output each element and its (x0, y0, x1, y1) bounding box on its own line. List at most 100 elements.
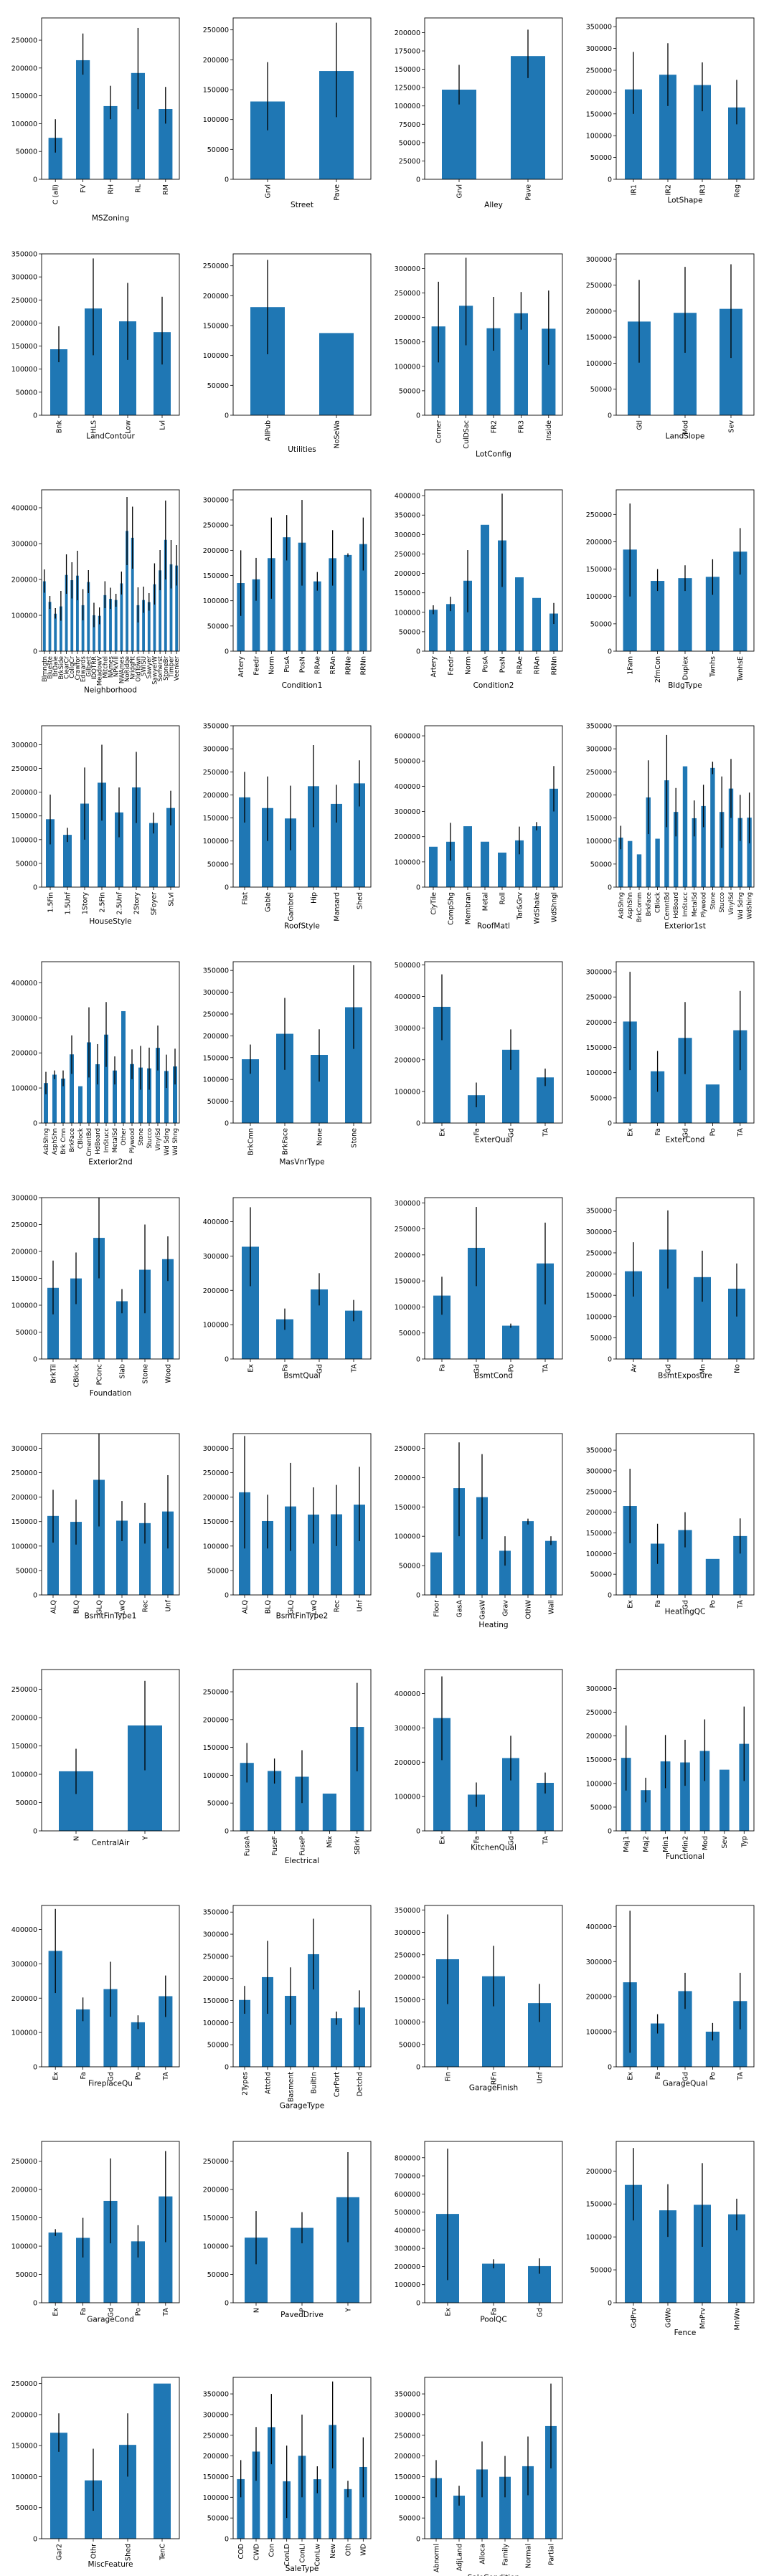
y-tick-label: 150000 (586, 1756, 612, 1764)
bar-CarPort (331, 2018, 342, 2067)
bar-RH (103, 105, 118, 179)
bar-Inside (542, 328, 556, 415)
x-tick-label: Gar2 (55, 2544, 63, 2560)
y-tick-label: 400000 (395, 493, 420, 501)
x-axis-label: Exterior1st (664, 922, 706, 930)
x-tick-label: Po (135, 2072, 143, 2080)
x-tick-label: Unf (356, 1599, 364, 1611)
chart-BsmtFinType1: 0 50000 100000 150000 200000 250000 300000 ALQ B… (11, 1433, 180, 1621)
y-tick-label: 300000 (11, 274, 37, 282)
y-tick-label: 200000 (203, 1033, 229, 1041)
y-tick-label: 200000 (203, 293, 229, 300)
x-tick-label: Av (630, 1364, 638, 1373)
bar-ClearCr (65, 574, 68, 651)
chart-Street: 0 50000 100000 150000 200000 250000 Grvl Pave St… (203, 17, 372, 209)
y-tick-label: 50000 (207, 2515, 229, 2523)
bar-2fmCon (651, 581, 665, 651)
x-tick-label: RRAe (314, 656, 322, 674)
x-tick-label: Tar&Grv (516, 892, 524, 921)
x-tick-label: NPkVill (113, 656, 121, 677)
y-tick-label: 100000 (586, 133, 612, 141)
bar-BrkSide (59, 606, 62, 651)
bar-AdjLand (453, 2495, 465, 2539)
bar-VinylSd (728, 788, 734, 887)
x-tick-label: Fa (80, 2308, 88, 2315)
bar-CulDSac (459, 306, 473, 415)
chart-Electrical: 0 50000 100000 150000 200000 250000 FuseA FuseF… (203, 1669, 372, 1865)
chart-RoofStyle: 0 50000 100000 150000 200000 250000 300000 3500… (203, 723, 372, 930)
x-tick-label: RH (107, 184, 115, 194)
bar-Gable (262, 808, 273, 887)
y-tick-label: 50000 (590, 154, 612, 162)
x-tick-label: Po (709, 2072, 717, 2080)
x-tick-label: BrkCmn (247, 1128, 255, 1155)
y-tick-label: 350000 (586, 723, 612, 731)
y-tick-label: 150000 (395, 1278, 420, 1286)
y-tick-label: 150000 (203, 1744, 229, 1752)
bar-Gilbert (87, 582, 90, 651)
x-tick-label: Gilbert (85, 655, 93, 676)
x-tick-label: CemntBd (664, 892, 671, 920)
bar-NridgHt (131, 537, 134, 651)
x-tick-label: VinylSd (155, 1128, 162, 1151)
y-tick-label: 100000 (586, 1313, 612, 1321)
y-tick-label: 100000 (395, 1088, 420, 1096)
x-axis-label: RoofMatl (477, 922, 510, 930)
x-tick-label: CmentBd (86, 1128, 93, 1156)
y-tick-label: 300000 (203, 497, 229, 505)
bar-RRAe (313, 581, 321, 651)
bar-RRAn (329, 558, 336, 651)
bar-TwnhsE (733, 551, 747, 651)
y-tick-label: 250000 (395, 1951, 420, 1959)
y-tick-label: 0 (608, 1356, 612, 1364)
bar-Ex (48, 1951, 62, 2067)
x-tick-label: FR2 (490, 420, 498, 433)
x-tick-label: PosN (499, 656, 506, 673)
y-tick-label: 100000 (586, 593, 612, 601)
x-axis-label: LotConfig (476, 450, 511, 458)
plot-frame (41, 2377, 180, 2539)
y-tick-label: 0 (608, 2064, 612, 2072)
x-axis-label: Utilities (288, 445, 316, 454)
x-tick-label: Gable (264, 892, 272, 912)
y-tick-label: 50000 (207, 1098, 229, 1106)
x-tick-label: Stone (350, 1128, 358, 1148)
y-tick-label: 400000 (395, 2227, 420, 2235)
bar-NAmes (109, 599, 112, 651)
bar-Brk Cmn (61, 1079, 65, 1123)
plot-frame (615, 961, 755, 1124)
plot-frame (424, 253, 563, 416)
x-tick-label: Ex (52, 2308, 60, 2316)
y-tick-label: 250000 (586, 1709, 612, 1717)
x-tick-label: CBlock (77, 1128, 85, 1149)
y-tick-label: 250000 (586, 994, 612, 1002)
y-tick-label: 300000 (203, 1931, 229, 1939)
y-tick-label: 250000 (203, 1469, 229, 1477)
x-tick-label: Basment (287, 2072, 295, 2102)
y-tick-label: 100000 (11, 1302, 37, 1310)
x-tick-label: CarPort (333, 2072, 341, 2097)
y-tick-label: 0 (416, 176, 420, 184)
x-tick-label: TA (350, 1364, 358, 1373)
bar-PosN (498, 540, 506, 651)
x-tick-label: Ex (627, 1128, 635, 1137)
bar-Grvl (442, 90, 476, 179)
bar-BLQ (262, 1520, 273, 1595)
y-tick-label: 100000 (395, 1794, 420, 1801)
y-tick-label: 150000 (203, 2473, 229, 2481)
y-tick-label: 150000 (395, 589, 420, 597)
x-axis-label: Neighborhood (84, 686, 137, 694)
y-tick-label: 200000 (586, 1271, 612, 1279)
plot-frame (41, 961, 180, 1124)
plot-frame (615, 1197, 755, 1360)
y-tick-label: 200000 (395, 29, 420, 37)
bar-Gambrel (285, 818, 296, 887)
x-tick-label: Fa (654, 2072, 662, 2079)
y-tick-label: 0 (33, 1356, 37, 1364)
bar-HdBoard (95, 1064, 100, 1123)
y-tick-label: 200000 (395, 1251, 420, 1259)
bar-Rec (139, 1523, 151, 1595)
bar-Ex (623, 1021, 637, 1123)
y-tick-label: 50000 (207, 1800, 229, 1808)
